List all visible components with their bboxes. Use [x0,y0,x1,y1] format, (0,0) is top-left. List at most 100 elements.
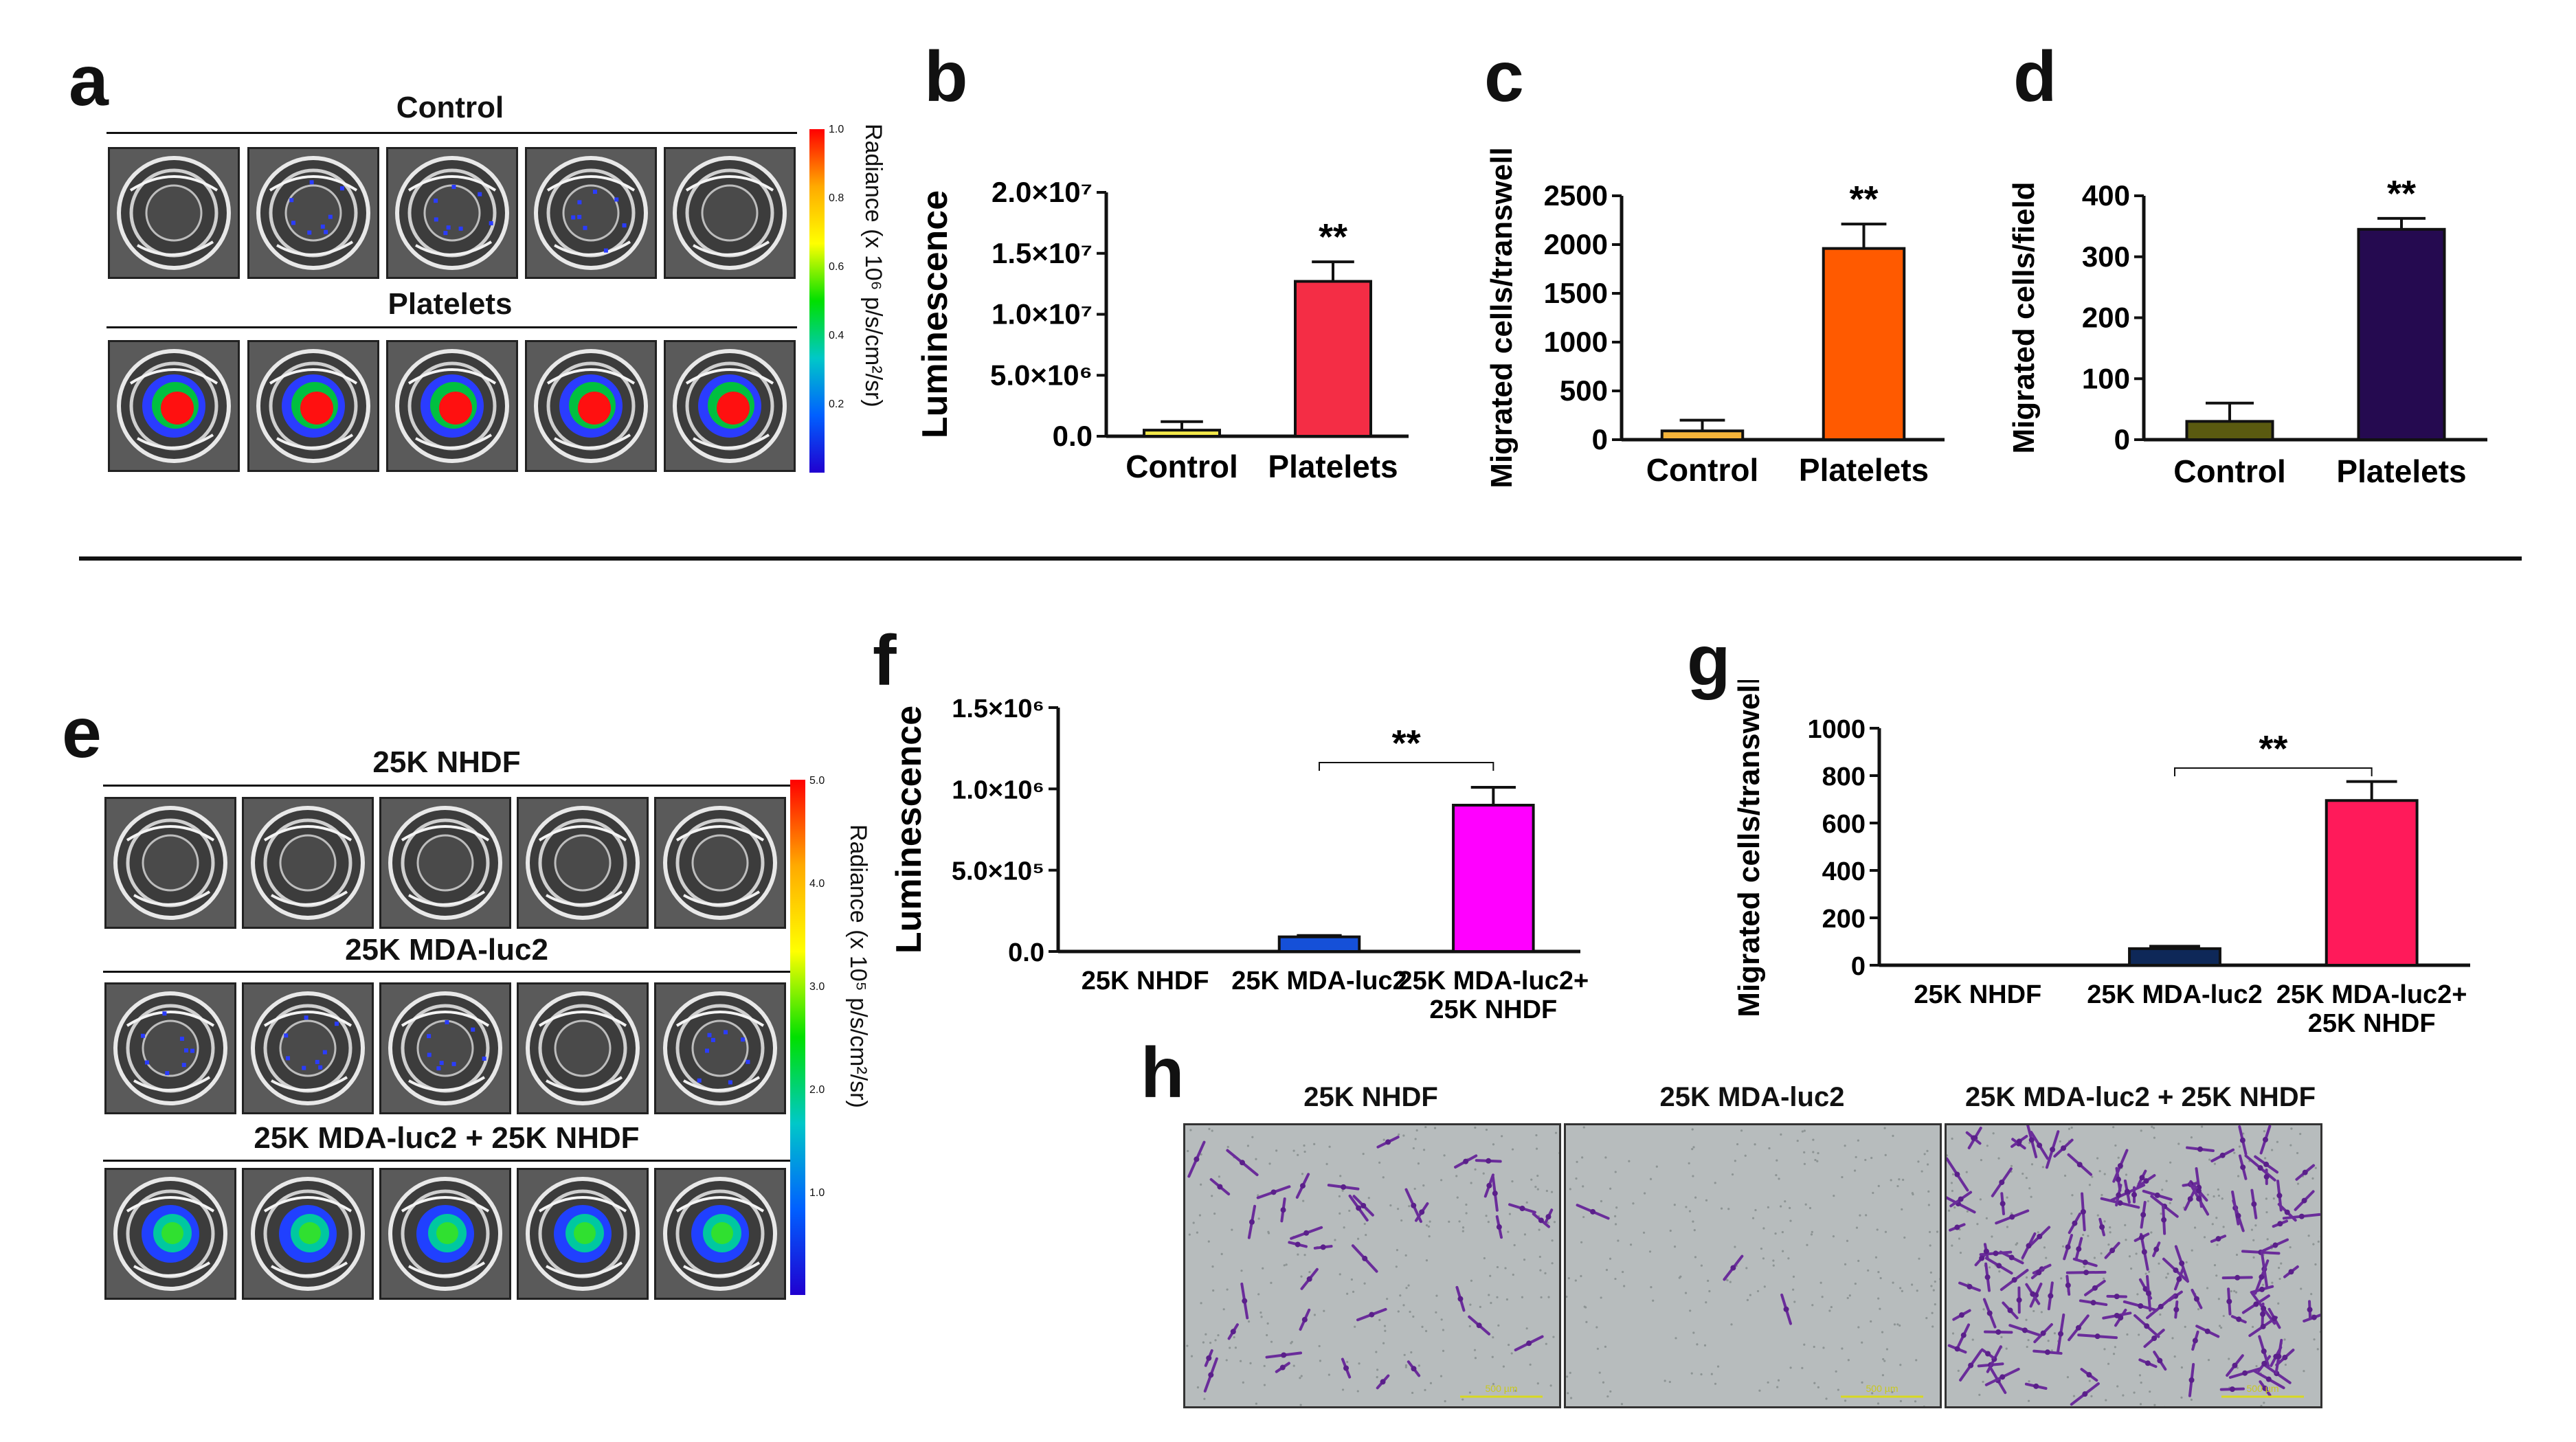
pore-dot [2083,1265,2085,1268]
pore-dot [2193,1226,2197,1229]
pore-dot [1203,1397,1206,1400]
pore-dot [1396,1208,1400,1210]
pore-dot [1455,1175,1458,1178]
chart-c: 0 500 1000 1500 2000 2500 Migrated cells/trans… [1485,147,1945,488]
cell-body [2259,1274,2265,1280]
category-label: 25K NHDF [1429,995,1557,1024]
pore-dot [1700,1373,1703,1376]
cell-body [2173,1307,2180,1313]
pore-dot [2043,1246,2046,1249]
cell-body [1496,1224,1502,1230]
pore-dot [2310,1293,2313,1296]
pore-dot [1501,1135,1503,1138]
pore-dot [2096,1214,2099,1217]
pore-dot [2222,1226,2225,1228]
pore-dot [1536,1174,1539,1178]
pore-dot [1664,1379,1666,1382]
well-image [664,340,796,472]
pore-dot [2021,1259,2024,1261]
cell-body [2276,1193,2283,1199]
pore-dot [1877,1271,1880,1274]
pore-dot [2296,1182,2300,1185]
pore-dot [1547,1221,1549,1224]
y-tick-label: 800 [1822,763,1866,791]
pore-dot [2190,1398,2193,1401]
pore-dot [1606,1395,1609,1398]
pore-dot [2144,1272,2147,1275]
cell-body [2011,1277,2017,1283]
pore-dot [1966,1210,1969,1213]
pore-dot [1421,1325,1424,1328]
pore-dot [2177,1142,2180,1145]
cell-body [1986,1310,1993,1316]
pore-dot [2217,1298,2220,1300]
pore-dot [1313,1142,1316,1145]
pore-dot [1575,1177,1578,1180]
cell-body [1301,1316,1308,1322]
pore-dot [1290,1342,1292,1344]
chart-b: 0.0 5.0×10⁶ 1.0×10⁷ 1.5×10⁷ 2.0×10⁷ Luminesce… [915,176,1409,484]
pore-dot [1508,1344,1510,1347]
pore-dot [1927,1190,1930,1193]
cell-body [1958,1312,1964,1318]
pore-dot [2103,1173,2106,1175]
pore-dot [2319,1331,2320,1333]
pore-dot [2300,1287,2303,1290]
cell-body [2229,1386,2235,1393]
pore-dot [1490,1301,1492,1305]
cell-body [1590,1208,1596,1215]
pore-dot [1189,1129,1192,1131]
pore-dot [1813,1382,1816,1384]
pore-dot [2100,1252,2103,1255]
cell-body [2158,1303,2164,1309]
cell-body [2271,1316,2277,1322]
pore-dot [2025,1276,2028,1279]
pore-dot [1754,1143,1756,1146]
pore-dot [2130,1268,2133,1270]
pore-dot [1187,1149,1189,1153]
pore-dot [1547,1296,1550,1298]
pore-dot [1604,1345,1607,1348]
pore-dot [2136,1293,2139,1296]
pore-dot [1620,1403,1624,1406]
cell-body [2282,1354,2288,1360]
pore-dot [1669,1229,1672,1232]
pore-dot [1844,1399,1847,1402]
pore-dot [1796,1139,1799,1142]
cell-body [2253,1301,2259,1307]
pore-dot [2270,1149,2274,1151]
pore-dot [2139,1403,2142,1406]
pore-dot [1580,1241,1583,1243]
pore-dot [2027,1399,2030,1402]
pore-dot [1690,1372,1693,1375]
pore-dot [1461,1230,1464,1232]
cell-body [2277,1221,2283,1227]
cell-body [1730,1265,1736,1271]
pore-dot [1602,1381,1605,1384]
pore-dot [2235,1291,2238,1294]
pore-dot [1585,1320,1588,1323]
pore-dot [1965,1171,1968,1173]
pore-dot [2233,1151,2236,1154]
pore-dot [1246,1145,1250,1147]
pore-dot [1554,1131,1558,1134]
pore-dot [1259,1311,1262,1314]
cell-body [2138,1235,2144,1241]
pore-dot [2206,1193,2210,1196]
pore-dot [1988,1266,1991,1269]
pore-dot [1339,1273,1341,1276]
pore-dot [2026,1345,2028,1349]
pore-dot [1285,1263,1288,1266]
cell-body [2114,1294,2120,1300]
pore-dot [1819,1281,1822,1284]
pore-dot [2271,1281,2274,1284]
well-image [379,982,511,1114]
cell-body [2000,1201,2006,1207]
pore-dot [2103,1277,2105,1280]
pore-dot [1257,1293,1260,1296]
pore-dot [1300,1275,1303,1278]
pore-dot [2133,1391,2136,1394]
y-tick-label: 1000 [1544,326,1608,358]
y-tick-label: 1.5×10⁷ [992,237,1093,269]
pore-dot [1402,1134,1405,1137]
